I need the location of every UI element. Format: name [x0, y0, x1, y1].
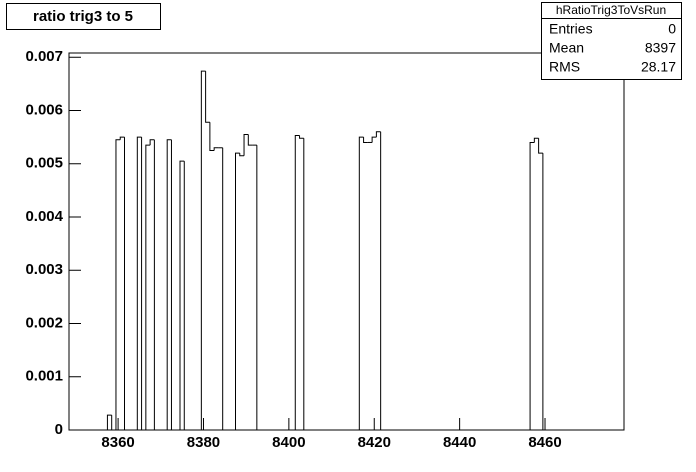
histogram-bin: [358, 136, 364, 430]
histogram-bin: [529, 141, 535, 430]
stats-title: hRatioTrig3ToVsRun: [556, 3, 666, 17]
y-tick-label: 0.006: [25, 101, 63, 118]
histogram-bin: [303, 138, 309, 431]
histogram-bin: [141, 137, 146, 431]
y-tick-label: 0.001: [25, 368, 63, 385]
histogram-bin: [170, 139, 176, 431]
histogram-bin: [538, 138, 543, 154]
histogram-bin: [222, 147, 227, 431]
y-tick-label: 0.007: [25, 48, 63, 65]
stats-value: 8397: [645, 40, 676, 56]
stats-value: 0: [668, 21, 676, 37]
histogram-bin: [371, 136, 377, 143]
histogram-bin: [111, 415, 116, 431]
histogram-bin: [256, 145, 262, 431]
x-tick-label: 8400: [272, 434, 305, 451]
histogram-bin: [166, 139, 172, 430]
x-tick-label: 8380: [187, 434, 220, 451]
histogram-bin: [363, 137, 368, 143]
title-box: [6, 3, 161, 30]
histogram-bin: [533, 137, 539, 143]
histogram-bin: [200, 70, 206, 430]
histogram-bin: [239, 153, 245, 157]
histogram-bin: [299, 135, 304, 139]
histogram-bin: [149, 139, 155, 146]
histogram-bin: [179, 160, 185, 430]
histogram-bin: [136, 136, 142, 430]
stats-box: [541, 2, 682, 80]
stats-label: RMS: [549, 59, 580, 75]
y-tick-label: 0: [55, 421, 63, 438]
y-tick-label: 0.002: [25, 314, 63, 331]
histogram-bin: [542, 153, 548, 431]
chart-title: ratio trig3 to 5: [33, 8, 133, 25]
histogram-bin: [209, 122, 215, 151]
histogram-bin: [205, 71, 210, 123]
y-tick-label: 0.004: [25, 208, 63, 225]
histogram-bin: [247, 134, 253, 146]
stats-value: 28.17: [641, 59, 676, 75]
histogram-bin: [380, 131, 385, 431]
frame: [68, 52, 625, 431]
histogram-bin: [145, 144, 151, 430]
histogram-bin: [115, 139, 121, 430]
histogram-bin: [183, 161, 189, 431]
histogram-bin: [153, 139, 159, 431]
histogram-bin: [375, 131, 381, 138]
x-tick-label: 8440: [443, 434, 476, 451]
y-tick-label: 0.005: [25, 155, 63, 172]
stats-label: Mean: [549, 40, 584, 56]
x-tick-label: 8420: [358, 434, 391, 451]
histogram-bin: [235, 152, 240, 430]
y-tick-label: 0.003: [25, 261, 63, 278]
histogram-bin: [243, 133, 249, 156]
histogram-bin: [106, 414, 112, 430]
histogram-bin: [213, 147, 219, 151]
x-tick-label: 8460: [528, 434, 561, 451]
x-tick-label: 8360: [101, 434, 134, 451]
stats-label: Entries: [549, 21, 593, 37]
histogram-bin: [124, 137, 129, 431]
histogram-bin: [294, 135, 300, 430]
histogram-bin: [119, 136, 125, 140]
